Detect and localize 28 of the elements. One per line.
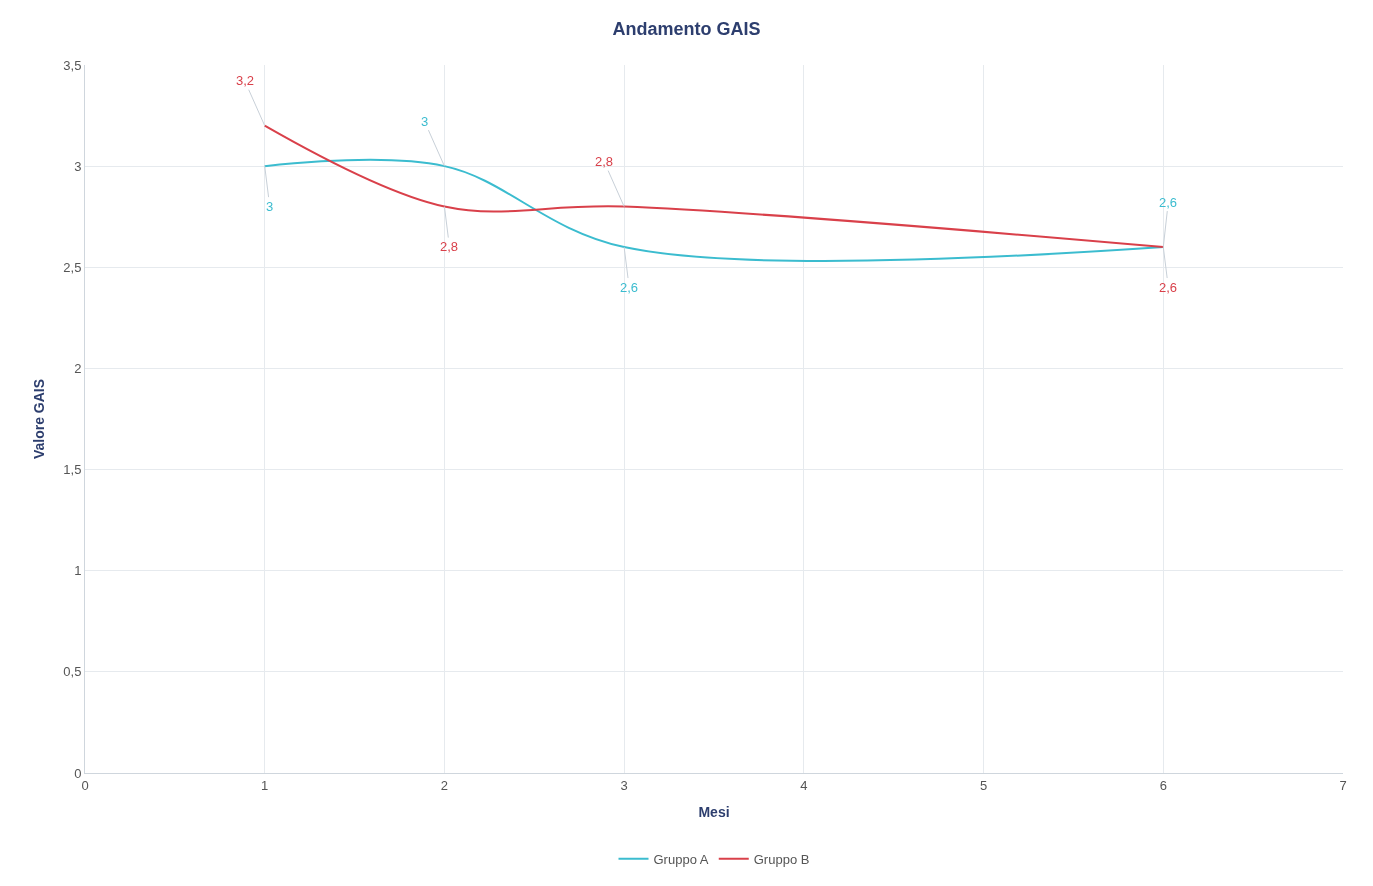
x-tick-label: 7 [1339,777,1347,793]
chart-title: Andamento GAIS [612,18,761,39]
x-tick-label: 6 [1159,777,1167,793]
y-tick-label: 1 [74,563,82,579]
y-tick-label: 3 [74,158,82,174]
y-tick-label: 2,5 [63,259,82,275]
y-tick-label: 0,5 [63,664,82,680]
data-label: 2,6 [1159,195,1178,210]
y-tick-label: 0 [74,765,82,781]
data-label: 3 [266,199,274,214]
data-label: 3 [421,114,429,129]
data-label: 2,8 [595,154,614,169]
data-label: 2,6 [620,280,639,295]
x-axis-title: Mesi [698,803,730,820]
y-tick-label: 1,5 [63,462,82,478]
x-tick-label: 5 [979,777,988,793]
y-tick-label: 2 [74,360,82,376]
y-tick-label: 3,5 [63,57,82,73]
data-label: 2,8 [440,239,459,254]
x-tick-label: 1 [261,777,269,793]
y-axis-title: Valore GAIS [30,378,47,460]
x-tick-label: 3 [620,777,628,793]
x-tick-label: 4 [800,777,808,793]
legend-label: Gruppo A [653,851,709,867]
data-label: 3,2 [236,73,255,88]
data-label: 2,6 [1159,280,1178,295]
x-tick-label: 2 [440,777,449,793]
legend-label: Gruppo B [753,851,810,867]
